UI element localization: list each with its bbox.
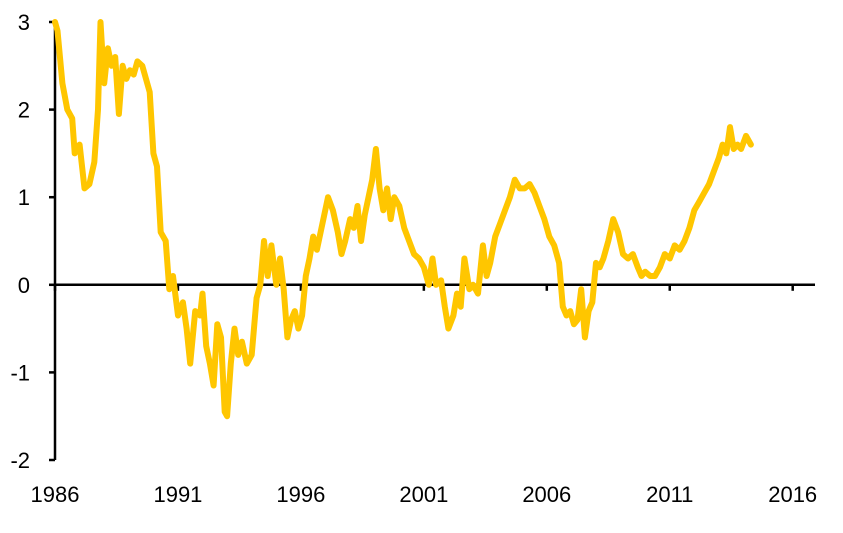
y-tick-label: 1 (18, 185, 30, 210)
x-tick-label: 2001 (399, 482, 448, 507)
y-tick-label: 0 (18, 273, 30, 298)
x-tick-label: 2006 (522, 482, 571, 507)
x-tick-label: 2011 (646, 482, 693, 507)
y-tick-label: 3 (18, 10, 30, 35)
x-tick-label: 1996 (276, 482, 325, 507)
x-axis-ticks: 1986 1991 1996 2001 2006 2011 2016 (31, 284, 817, 507)
series-line (52, 19, 754, 420)
y-tick-label: 2 (18, 98, 30, 123)
y-axis-ticks: 3 2 1 0 -1 -2 (10, 10, 55, 473)
x-tick-label: 1991 (153, 482, 202, 507)
y-tick-label: -2 (10, 448, 30, 473)
x-tick-label: 2016 (768, 482, 817, 507)
y-tick-label: -1 (10, 360, 30, 385)
x-tick-label: 1986 (31, 482, 80, 507)
